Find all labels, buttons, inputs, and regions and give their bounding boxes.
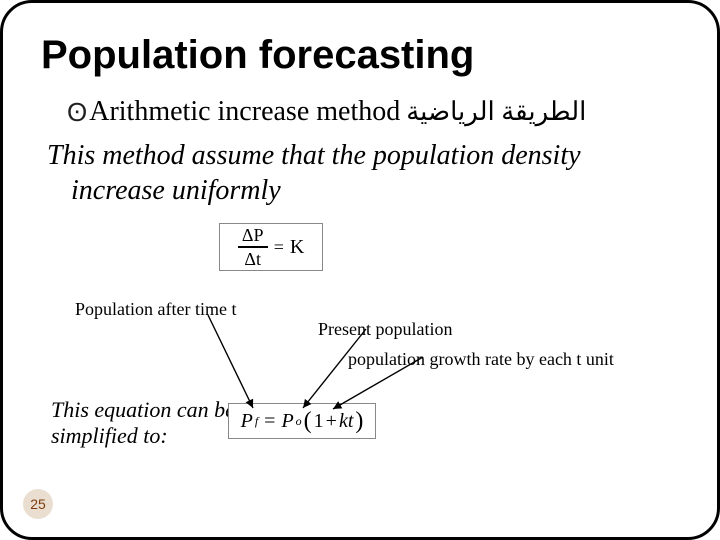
annotation-bottom: population growth rate by each t unit xyxy=(348,349,614,370)
description-line1: This method assume that the population d… xyxy=(47,138,679,173)
subtitle-text: Arithmetic increase method xyxy=(89,96,400,128)
equation-2-box: Pf = Po ( 1 + kt ) xyxy=(228,403,376,439)
fraction-bar xyxy=(238,246,268,248)
arrow-left xyxy=(208,315,253,408)
eq2-one: 1 xyxy=(314,410,324,433)
eq2-equals: = xyxy=(264,410,275,433)
eq2-kt: kt xyxy=(339,410,353,433)
description-line2: increase uniformly xyxy=(71,173,679,208)
eq1-numerator: ΔP xyxy=(242,226,264,244)
annotation-left: Population after time t xyxy=(75,299,236,320)
annotation-right: Present population xyxy=(318,319,452,340)
eq2-paren-close: ) xyxy=(355,408,363,435)
equation-1-fraction: ΔP Δt xyxy=(238,226,268,268)
simplify-line2: simplified to: xyxy=(51,423,168,448)
slide: Population forecasting ʘ Arithmetic incr… xyxy=(0,0,720,540)
simplify-line1: This equation can be xyxy=(51,397,235,422)
equation-1-box: ΔP Δt = K xyxy=(219,223,323,271)
bullet-icon: ʘ xyxy=(67,97,87,128)
eq2-paren-open: ( xyxy=(304,408,312,435)
eq2-lhs-sub: f xyxy=(255,414,258,429)
eq1-denominator: Δt xyxy=(244,250,261,268)
simplify-note: This equation can be simplified to: xyxy=(51,397,235,450)
arabic-label: الطريقة الرياضية xyxy=(406,97,586,127)
page-number: 25 xyxy=(30,496,46,512)
page-title: Population forecasting xyxy=(41,33,679,78)
page-number-badge: 25 xyxy=(23,489,53,519)
eq2-rhs-var: P xyxy=(281,410,293,433)
eq2-plus: + xyxy=(326,410,337,433)
eq1-rhs: K xyxy=(290,236,304,259)
equation-1: ΔP Δt = K xyxy=(238,226,305,268)
equals-sign: = xyxy=(274,237,284,258)
eq2-lhs-var: P xyxy=(241,410,253,433)
equation-2: Pf = Po ( 1 + kt ) xyxy=(241,408,364,435)
subtitle-row: ʘ Arithmetic increase method الطريقة الر… xyxy=(67,96,679,128)
arrows-layer xyxy=(3,3,720,540)
eq2-rhs-sub: o xyxy=(296,414,302,429)
